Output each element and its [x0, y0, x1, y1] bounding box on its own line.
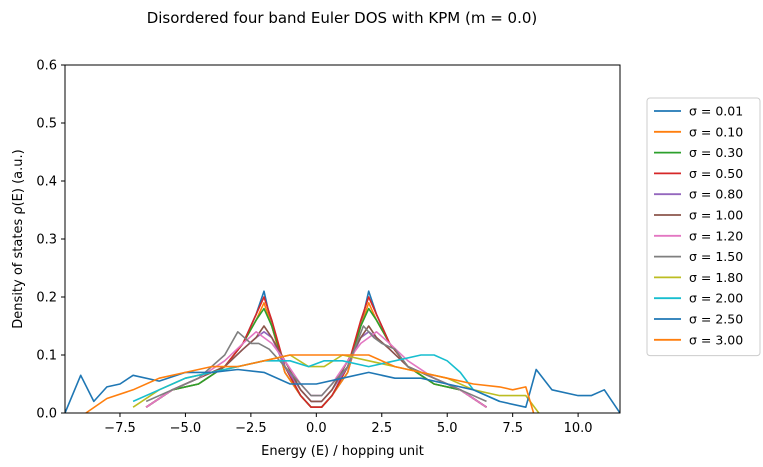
x-axis-label: Energy (E) / hopping unit [261, 444, 424, 459]
y-tick-label: 0.4 [36, 175, 57, 190]
x-tick-label: −2.5 [235, 421, 267, 436]
legend-box [646, 97, 761, 357]
chart-title: Disordered four band Euler DOS with KPM … [147, 9, 538, 27]
series-line-8 [145, 325, 487, 403]
x-tick-label: −5.0 [170, 421, 202, 436]
x-tick-label: 10.0 [564, 421, 593, 436]
series-line-10 [132, 354, 500, 403]
x-tick-label: 7.5 [502, 421, 523, 436]
x-tick-label: 2.5 [371, 421, 392, 436]
y-axis-label: Density of states ρ(E) (a.u.) [11, 149, 26, 328]
legend-entry: σ = 1.80 [689, 270, 743, 285]
legend: σ = 0.01 σ = 0.10 σ = 0.30 σ = 0.50 σ = 0.80… [646, 97, 761, 357]
legend-entry: σ = 0.30 [689, 145, 743, 160]
series-line-11 [65, 368, 620, 413]
legend-entry: σ = 3.00 [689, 332, 743, 347]
series-line-4 [145, 296, 487, 408]
x-tick-label: 0.0 [306, 421, 327, 436]
series-line-12 [85, 354, 535, 413]
series-line-6 [145, 325, 487, 408]
y-tick-label: 0.3 [36, 233, 57, 248]
y-tick-label: 0.0 [36, 407, 57, 422]
series-line-3 [145, 307, 487, 408]
legend-entry: σ = 0.80 [689, 187, 743, 202]
legend-entry: σ = 1.20 [689, 228, 743, 243]
x-axis-ticks: −7.5 −5.0 −2.5 0.0 2.5 5.0 7.5 10.0 [104, 413, 593, 436]
legend-entry: σ = 2.00 [689, 291, 743, 306]
x-tick-label: 5.0 [437, 421, 458, 436]
series-line-1 [145, 290, 487, 408]
legend-entry: σ = 2.50 [689, 312, 743, 327]
legend-entry: σ = 0.10 [689, 124, 743, 139]
y-axis-ticks: 0.0 0.1 0.2 0.3 0.4 0.5 0.6 [36, 59, 65, 422]
x-tick-label: −7.5 [104, 421, 136, 436]
y-tick-label: 0.6 [36, 59, 57, 74]
legend-entry: σ = 0.50 [689, 166, 743, 181]
legend-entry: σ = 0.01 [689, 104, 743, 119]
legend-entry: σ = 1.00 [689, 208, 743, 223]
y-tick-label: 0.1 [36, 349, 57, 364]
series-lines [65, 290, 620, 413]
legend-entry: σ = 1.50 [689, 249, 743, 264]
y-tick-label: 0.5 [36, 117, 57, 132]
y-tick-label: 0.2 [36, 291, 57, 306]
